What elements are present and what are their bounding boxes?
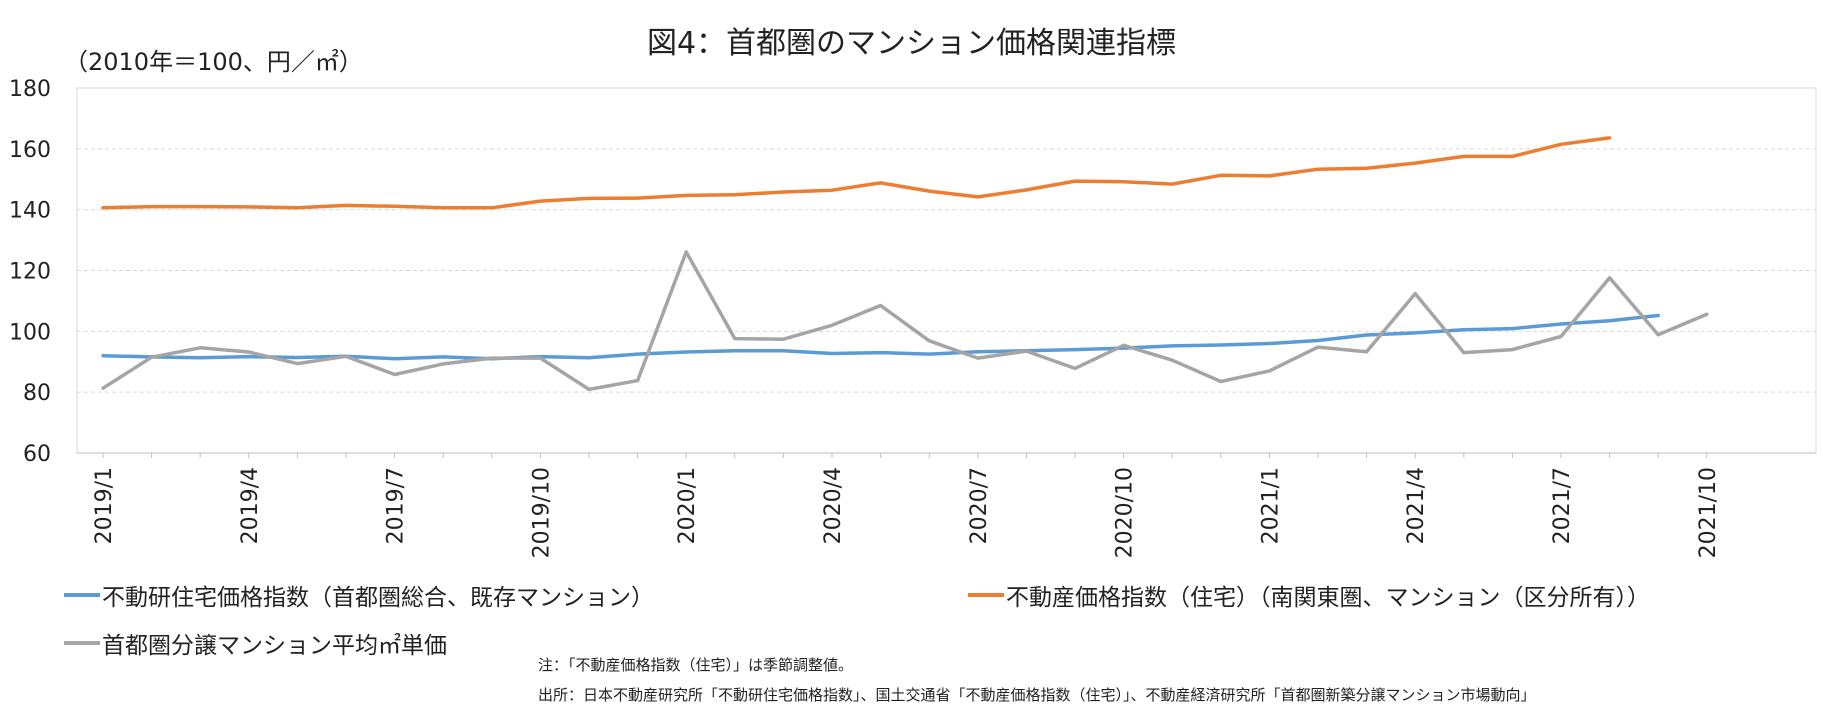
legend-swatch-orange bbox=[968, 593, 1004, 597]
x-tick-label: 2019/1 bbox=[92, 467, 117, 544]
x-tick-label: 2019/4 bbox=[238, 467, 263, 544]
series-line-1 bbox=[101, 136, 1612, 210]
y-tick-label-60: 60 bbox=[23, 442, 51, 467]
legend-item-condo-unit-price: 首都圏分譲マンション平均㎡単価 bbox=[64, 626, 447, 660]
x-tick-label: 2019/7 bbox=[384, 467, 409, 544]
note-seasonal-adjustment: 注：「不動産価格指数（住宅）」は季節調整値。 bbox=[538, 656, 854, 674]
note-sources: 出所：日本不動産研究所「不動研住宅価格指数」、国土交通省「不動産価格指数（住宅）… bbox=[538, 686, 1536, 704]
legend-label-fudosan-index: 不動産価格指数（住宅）（南関東圏、マンション（区分所有）） bbox=[1006, 585, 1650, 611]
series-line-2 bbox=[101, 250, 1709, 392]
y-tick-label-160: 160 bbox=[9, 138, 51, 163]
x-tick-label: 2020/1 bbox=[675, 467, 700, 544]
y-tick-label-120: 120 bbox=[9, 260, 51, 285]
legend-item-fudoken: 不動研住宅価格指数（首都圏総合、既存マンション） bbox=[64, 578, 654, 612]
x-tick-label: 2021/7 bbox=[1550, 467, 1575, 544]
x-tick-label: 2020/10 bbox=[1113, 467, 1138, 558]
legend-swatch-gray bbox=[64, 641, 100, 645]
y-tick-label-180: 180 bbox=[9, 77, 51, 102]
x-tick-label: 2021/1 bbox=[1258, 467, 1283, 544]
legend-label-condo-unit-price: 首都圏分譲マンション平均㎡単価 bbox=[102, 633, 447, 659]
x-tick-label: 2020/4 bbox=[821, 467, 846, 544]
y-tick-label-100: 100 bbox=[9, 320, 51, 345]
chart-title: 図4：首都圏のマンション価格関連指標 bbox=[646, 26, 1177, 61]
x-tick-label: 2019/10 bbox=[529, 467, 554, 558]
x-tick-label: 2021/4 bbox=[1404, 467, 1429, 544]
series-line-0 bbox=[101, 313, 1660, 361]
legend-label-fudoken: 不動研住宅価格指数（首都圏総合、既存マンション） bbox=[102, 585, 654, 611]
y-axis-unit-label: （2010年＝100、円／㎡） bbox=[64, 48, 363, 76]
legend-item-fudosan-index: 不動産価格指数（住宅）（南関東圏、マンション（区分所有）） bbox=[968, 578, 1650, 612]
x-tick-label: 2020/7 bbox=[967, 467, 992, 544]
y-tick-label-80: 80 bbox=[23, 381, 51, 406]
x-tick-label: 2021/10 bbox=[1696, 467, 1721, 558]
legend-swatch-blue bbox=[64, 593, 100, 597]
y-tick-label-140: 140 bbox=[9, 199, 51, 224]
